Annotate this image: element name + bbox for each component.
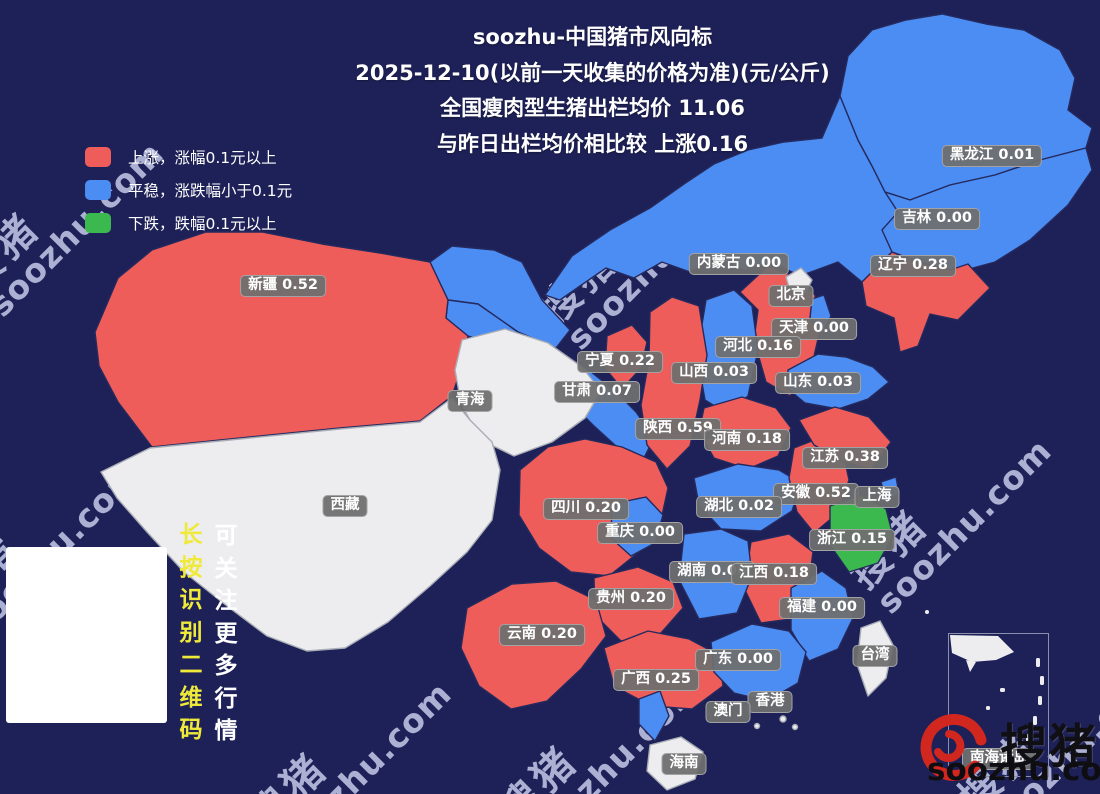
province-label-福建[interactable]: 福建 0.00 <box>779 597 865 619</box>
province-label-天津[interactable]: 天津 0.00 <box>771 318 857 340</box>
chart-avg-line: 全国瘦肉型生猪出栏均价 11.06 <box>440 96 745 120</box>
legend-label-up: 上涨，涨幅0.1元以上 <box>128 149 277 167</box>
legend-item-down: 下跌，跌幅0.1元以上 <box>85 211 292 235</box>
inset-label-south-china-sea-islands: 南海诸岛 <box>962 748 1036 770</box>
province-label-北京[interactable]: 北京 <box>768 285 814 307</box>
soozhu-logo-site-text: soozhu.com <box>927 752 1100 788</box>
province-label-云南[interactable]: 云南 0.20 <box>499 624 585 646</box>
qr-hint-vertical-yellow: 长按识别二维码 <box>179 522 203 743</box>
wechat-qr-code <box>6 547 167 723</box>
province-label-广西[interactable]: 广西 0.25 <box>613 669 699 691</box>
soozhu-logo-swirl-icon <box>920 714 987 781</box>
province-label-重庆[interactable]: 重庆 0.00 <box>597 522 683 544</box>
province-label-四川[interactable]: 四川 0.20 <box>543 498 629 520</box>
province-label-上海[interactable]: 上海 <box>854 486 900 508</box>
soozhu-logo: 搜猪 soozhu.com <box>905 700 1100 794</box>
province-label-澳门[interactable]: 澳门 <box>705 701 751 723</box>
chart-date-line: 2025-12-10(以前一天收集的价格为准)(元/公斤) <box>355 60 830 85</box>
province-label-陕西[interactable]: 陕西 0.59 <box>635 418 721 440</box>
province-label-河北[interactable]: 河北 0.16 <box>715 336 801 358</box>
south-china-sea-inset-box <box>948 633 1049 777</box>
legend-label-steady: 平稳，涨跌幅小于0.1元 <box>128 182 293 200</box>
province-label-内蒙古[interactable]: 内蒙古 0.00 <box>688 253 790 275</box>
province-label-西藏[interactable]: 西藏 <box>322 495 368 517</box>
legend-label-down: 下跌，跌幅0.1元以上 <box>128 215 277 233</box>
province-香港[interactable] <box>779 715 787 723</box>
province-香港[interactable] <box>791 723 799 731</box>
province-label-贵州[interactable]: 贵州 0.20 <box>588 588 674 610</box>
legend-swatch-up-icon <box>85 147 111 167</box>
province-label-广东[interactable]: 广东 0.00 <box>695 649 781 671</box>
province-label-浙江[interactable]: 浙江 0.15 <box>809 529 895 551</box>
legend-item-steady: 平稳，涨跌幅小于0.1元 <box>85 178 292 202</box>
province-label-海南[interactable]: 海南 <box>661 753 707 775</box>
province-label-安徽[interactable]: 安徽 0.52 <box>773 483 859 505</box>
legend-swatch-down-icon <box>85 213 111 233</box>
qr-hint-vertical-white: 可关注更多行情 <box>214 523 238 744</box>
province-label-宁夏[interactable]: 宁夏 0.22 <box>577 351 663 373</box>
province-label-山东[interactable]: 山东 0.03 <box>775 372 861 394</box>
chart-compare-line: 与昨日出栏均价相比较 上涨0.16 <box>436 131 749 156</box>
province-label-江西[interactable]: 江西 0.18 <box>731 563 817 585</box>
province-澳门[interactable] <box>753 722 761 730</box>
province-label-黑龙江[interactable]: 黑龙江 0.01 <box>941 145 1043 167</box>
soozhu-logo-cn-text: 搜猪 <box>1000 720 1098 775</box>
province-label-吉林[interactable]: 吉林 0.00 <box>894 208 980 230</box>
province-label-湖北[interactable]: 湖北 0.02 <box>696 496 782 518</box>
province-label-辽宁[interactable]: 辽宁 0.28 <box>870 255 956 277</box>
province-label-河南[interactable]: 河南 0.18 <box>704 429 790 451</box>
province-新疆[interactable] <box>94 231 469 448</box>
province-广东[interactable] <box>638 690 670 742</box>
province-label-香港[interactable]: 香港 <box>747 691 793 713</box>
chart-title: soozhu-中国猪市风向标 <box>472 25 713 49</box>
title-block: soozhu-中国猪市风向标 2025-12-10(以前一天收集的价格为准)(元… <box>330 20 855 162</box>
legend-swatch-steady-icon <box>85 180 111 200</box>
south-china-sea-inset-islands <box>925 610 1044 743</box>
province-label-江苏[interactable]: 江苏 0.38 <box>802 447 888 469</box>
legend: 上涨，涨幅0.1元以上 平稳，涨跌幅小于0.1元 下跌，跌幅0.1元以上 <box>85 145 292 244</box>
province-西藏[interactable] <box>100 397 501 652</box>
province-吉林[interactable] <box>881 147 1093 273</box>
province-label-青海[interactable]: 青海 <box>447 390 493 412</box>
province-label-新疆[interactable]: 新疆 0.52 <box>240 275 326 297</box>
province-label-台湾[interactable]: 台湾 <box>852 645 898 667</box>
province-label-山西[interactable]: 山西 0.03 <box>671 362 757 384</box>
legend-item-up: 上涨，涨幅0.1元以上 <box>85 145 292 169</box>
province-label-甘肃[interactable]: 甘肃 0.07 <box>554 381 640 403</box>
